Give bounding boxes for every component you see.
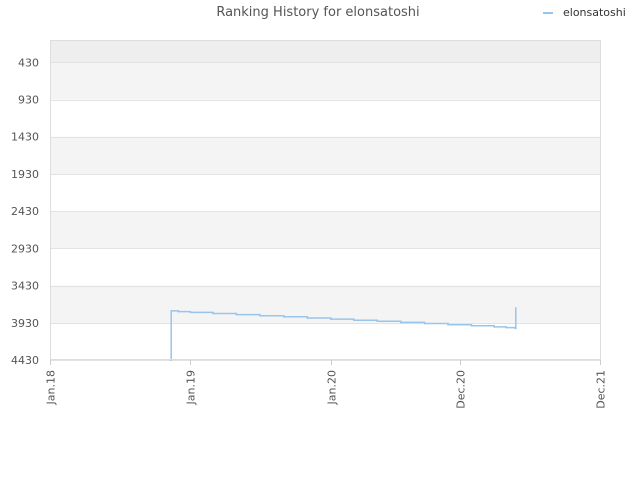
data-point — [423, 322, 426, 325]
data-point — [505, 326, 507, 329]
series-layer — [169, 307, 517, 361]
y-tick-label: 1930 — [11, 168, 39, 181]
data-point — [493, 326, 496, 328]
plot-bands — [50, 40, 600, 323]
data-point — [259, 314, 261, 317]
x-tick-label: Jan.20 — [326, 370, 339, 405]
y-tick-label: 930 — [18, 94, 39, 107]
chart-title: Ranking History for elonsatoshi — [216, 5, 419, 20]
data-point — [212, 312, 214, 315]
y-axis: 430 930 1430 1930 2430 2930 3430 3930 4430 — [11, 56, 39, 367]
data-point — [399, 321, 402, 324]
data-point — [353, 319, 355, 321]
data-point — [235, 313, 238, 316]
grid-lines — [50, 62, 600, 361]
x-axis: Jan.18 Jan.19 Jan.20 Dec.20 Dec.21 — [45, 360, 608, 409]
y-tick-label: 3930 — [11, 317, 39, 330]
data-point — [177, 310, 180, 313]
data-point — [329, 318, 332, 320]
data-point — [306, 317, 309, 319]
x-tick-label: Jan.18 — [45, 370, 58, 405]
plot-border — [50, 40, 601, 360]
y-tick-label: 430 — [18, 56, 39, 69]
data-point — [189, 311, 192, 314]
y-tick-label: 4430 — [11, 354, 39, 367]
plot-band — [50, 285, 600, 323]
data-point — [514, 327, 517, 330]
plot-band — [50, 211, 600, 249]
legend: elonsatoshi — [543, 6, 626, 19]
y-tick-label: 2930 — [11, 242, 39, 255]
y-tick-label: 2430 — [11, 205, 39, 218]
data-point — [170, 310, 172, 312]
plot-band — [50, 62, 600, 100]
data-point — [447, 323, 449, 326]
x-tick-label: Dec.20 — [455, 370, 468, 409]
legend-label: elonsatoshi — [563, 6, 626, 19]
plot-band — [50, 136, 600, 174]
y-tick-label: 1430 — [11, 131, 39, 144]
x-tick-label: Jan.19 — [185, 370, 198, 405]
data-point — [514, 307, 517, 309]
data-point — [283, 316, 285, 318]
x-tick-label: Dec.21 — [595, 370, 608, 409]
plot-band — [50, 40, 600, 63]
data-point — [470, 324, 473, 327]
y-tick-label: 3430 — [11, 280, 39, 293]
data-point — [376, 320, 379, 323]
